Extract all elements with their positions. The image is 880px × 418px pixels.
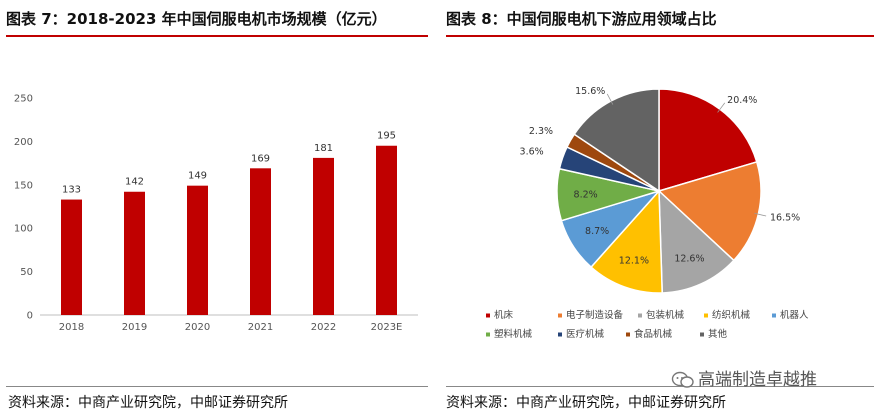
pie-slice-label: 12.1% [619,256,649,267]
legend-swatch [626,332,630,337]
x-tick-label: 2018 [59,322,84,333]
pie-slice-label: 3.6% [520,147,544,158]
legend-swatch [638,313,642,318]
y-tick-label: 100 [14,224,33,235]
bar-2022 [313,157,334,315]
watermark-text: 高端制造卓越推 [698,370,817,390]
y-tick-label: 200 [14,137,33,148]
legend-swatch [558,313,562,318]
leader-line [606,93,614,105]
bar-value-label: 195 [377,131,396,142]
legend-label: 其他 [708,328,728,340]
bar-chart-title: 图表 7：2018-2023 年中国伺服电机市场规模（亿元） [6,10,387,28]
bar-2019 [124,191,145,315]
x-tick-label: 2022 [311,322,336,333]
source-note-left: 资料来源：中商产业研究院，中邮证券研究所 [8,395,288,411]
pie-slice-label: 16.5% [770,212,800,223]
leader-line [717,102,726,113]
legend-label: 机器人 [780,309,809,321]
legend-label: 电子制造设备 [566,309,624,321]
pie-slice-label: 15.6% [575,86,605,97]
x-tick-label: 2019 [122,322,147,333]
legend-label: 机床 [494,309,514,321]
legend-label: 医疗机械 [566,328,605,340]
pie-slice-label: 8.2% [574,189,598,200]
legend-swatch [704,313,708,318]
bar-value-label: 181 [314,143,333,154]
pie-chart: 20.4% 16.5% 12.6% 12.1% 8.7% 8.2% 3.6% 2.3% 15.6… [486,86,809,340]
title-divider-right [446,35,874,37]
y-tick-label: 50 [20,267,33,278]
watermark: 高端制造卓越推 [671,368,817,392]
legend-swatch [486,313,490,318]
pie-slice-label: 8.7% [585,226,609,237]
bar-value-label: 149 [188,171,207,182]
title-divider-left [6,35,428,37]
bar-value-label: 142 [125,177,144,188]
legend-label: 塑料机械 [494,328,533,340]
legend-label: 纺织机械 [712,309,751,321]
legend-swatch [558,332,562,337]
bar-2023E [376,145,397,315]
pie-slice-label: 12.6% [674,253,704,264]
pie-chart-title: 图表 8：中国伺服电机下游应用领域占比 [446,10,717,28]
x-tick-label: 2021 [248,322,273,333]
y-tick-label: 0 [27,311,33,322]
bar-2021 [250,168,271,315]
y-tick-label: 150 [14,180,33,191]
bar-value-label: 133 [62,185,81,196]
legend-swatch [486,332,490,337]
bar-chart: 0 50 100 150 200 250 133 2018 142 2019 149 2020 169 2… [14,94,418,333]
legend-label: 食品机械 [634,328,673,340]
legend-swatch [700,332,704,337]
source-note-right: 资料来源：中商产业研究院，中邮证券研究所 [446,395,726,411]
pie-slice-包装机械 [658,189,735,294]
bar-2020 [187,185,208,315]
leader-line [754,212,767,217]
source-divider-left [6,386,428,387]
bar-2018 [61,199,82,315]
pie-slice-label: 20.4% [727,95,757,106]
pie-slice-label: 2.3% [529,126,553,137]
pie-slice-纺织机械 [590,189,663,294]
wechat-icon [671,371,694,388]
x-tick-label: 2020 [185,322,210,333]
legend-label: 包装机械 [646,309,685,321]
y-tick-label: 250 [14,94,33,105]
x-tick-label: 2023E [371,322,403,333]
legend-swatch [772,313,776,318]
bar-value-label: 169 [251,153,270,164]
source-divider-right [446,386,874,387]
